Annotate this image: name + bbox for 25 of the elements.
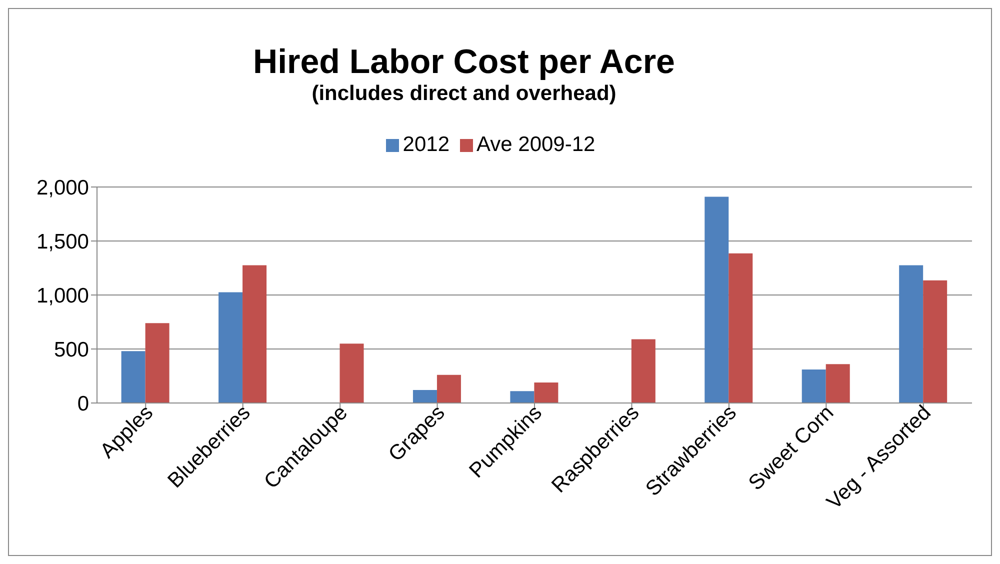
bar (218, 292, 243, 403)
chart-subtitle: (includes direct and overhead) (310, 82, 618, 106)
bar (242, 265, 267, 403)
bar (728, 253, 753, 403)
y-tick-label: 0 (77, 392, 89, 416)
bar (802, 370, 826, 403)
bar (899, 265, 924, 403)
legend-label: Ave 2009-12 (476, 133, 596, 156)
bar (340, 344, 364, 403)
y-tick-label: 500 (54, 338, 89, 362)
bar (145, 323, 170, 403)
bar (510, 391, 534, 403)
bar (631, 339, 656, 403)
y-tick-label: 1,500 (36, 230, 89, 254)
bar (704, 196, 729, 403)
bar (412, 390, 437, 403)
legend-label: 2012 (402, 133, 450, 156)
bar (923, 280, 948, 403)
bar (826, 364, 850, 403)
chart-title: Hired Labor Cost per Acre (252, 43, 676, 82)
bar (121, 351, 146, 403)
bar (534, 382, 558, 403)
y-tick-label: 2,000 (36, 176, 89, 200)
bar (436, 374, 461, 403)
y-tick-label: 1,000 (36, 284, 89, 308)
